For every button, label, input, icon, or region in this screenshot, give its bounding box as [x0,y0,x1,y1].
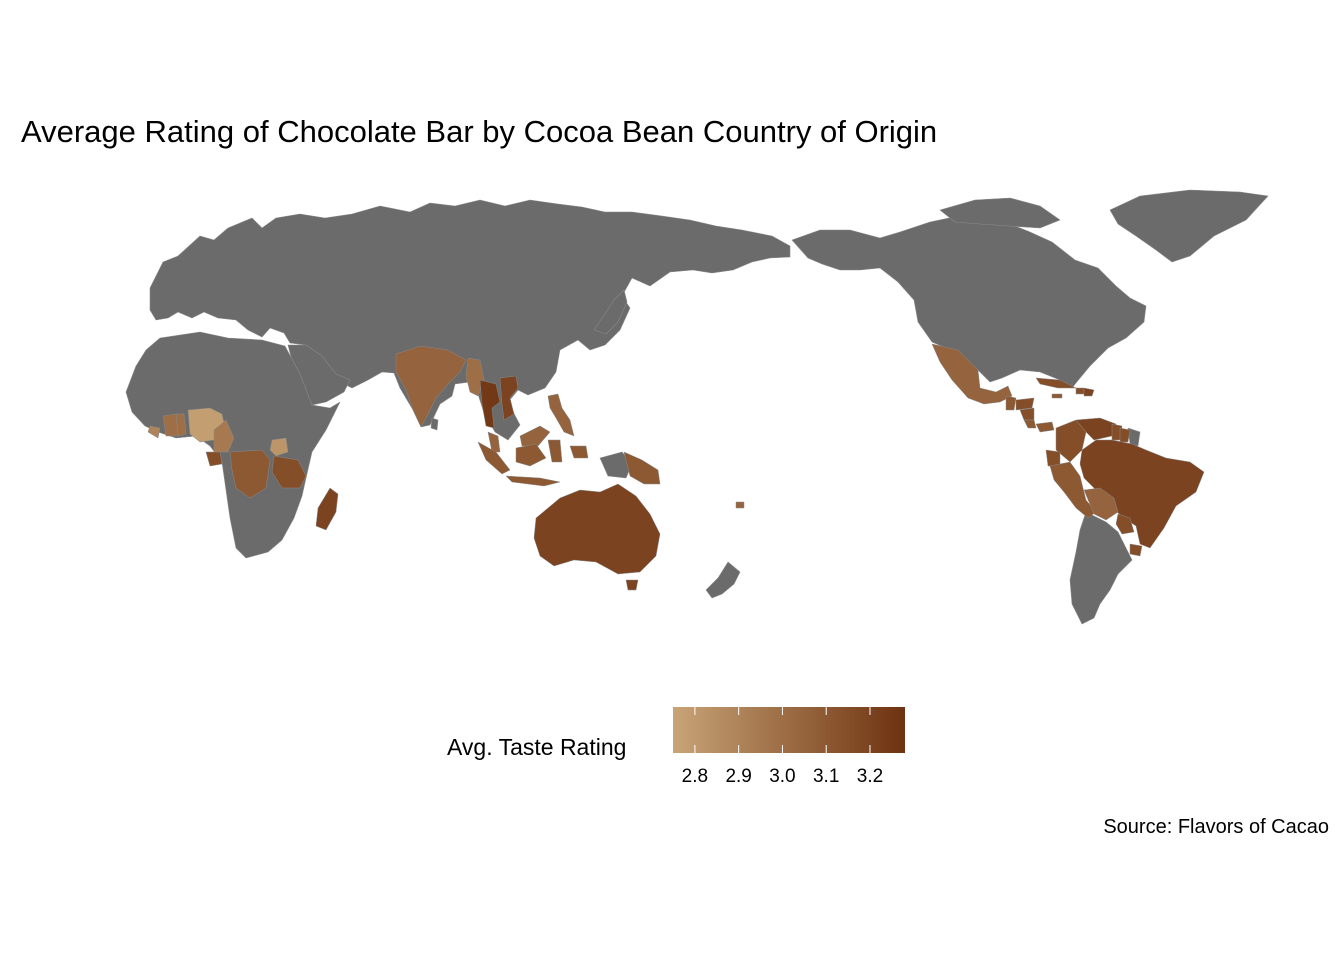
country-dr-congo [229,449,271,499]
country-panama [1035,421,1055,433]
country-australia [533,483,661,591]
legend-tick-label: 2.8 [681,766,709,787]
country-tanzania [271,455,307,489]
country-ecuador [1045,449,1061,467]
country-honduras [1015,397,1035,411]
country-c-te-d-ivoire [162,413,179,437]
country-liberia [147,425,161,439]
greenland [1109,189,1269,263]
legend-title: Avg. Taste Rating [447,734,627,760]
arctic-islands [939,197,1061,229]
japan [593,289,628,335]
country-thailand [479,379,501,429]
country-india [395,345,467,428]
country-indonesia [477,439,589,487]
legend-gradient [673,707,905,753]
legend-tick-label: 2.9 [725,766,752,787]
country-fiji [735,501,745,509]
country-dominican-republic [1083,387,1095,397]
country-nicaragua [1019,407,1035,421]
country-peru [1049,461,1097,519]
country-vietnam [499,375,519,421]
country-cameroon [213,419,235,453]
legend-tick-label: 3.2 [856,766,884,787]
legend-tick-label: 3.1 [812,766,840,787]
sri-lanka [430,417,439,431]
country-myanmar [465,357,485,397]
legend-colorbar [673,707,905,753]
africa-landmass [125,331,341,559]
caption: Source: Flavors of Cacao [1103,816,1329,838]
legend-tick-label: 3.0 [769,766,796,787]
chart-title: Average Rating of Chocolate Bar by Cocoa… [21,114,938,149]
country-gabon [205,451,223,467]
country-uganda [269,437,289,457]
land-no-data [125,189,1269,625]
country-bolivia [1083,487,1119,521]
country-suriname [1119,427,1131,443]
country-jamaica [1051,393,1063,399]
country-haiti [1075,387,1085,395]
country-papua-new-guinea [623,451,661,485]
new-zealand [705,561,741,599]
country-philippines [547,393,575,437]
country-mexico [931,343,1013,405]
country-uruguay [1129,543,1143,557]
french-guiana [1127,427,1141,447]
southern-cone [1069,511,1133,625]
country-costa-rica [1023,419,1037,429]
country-cuba [1035,377,1077,389]
country-guatemala [1005,395,1017,411]
country-paraguay [1115,513,1135,535]
country-madagascar [315,487,339,531]
